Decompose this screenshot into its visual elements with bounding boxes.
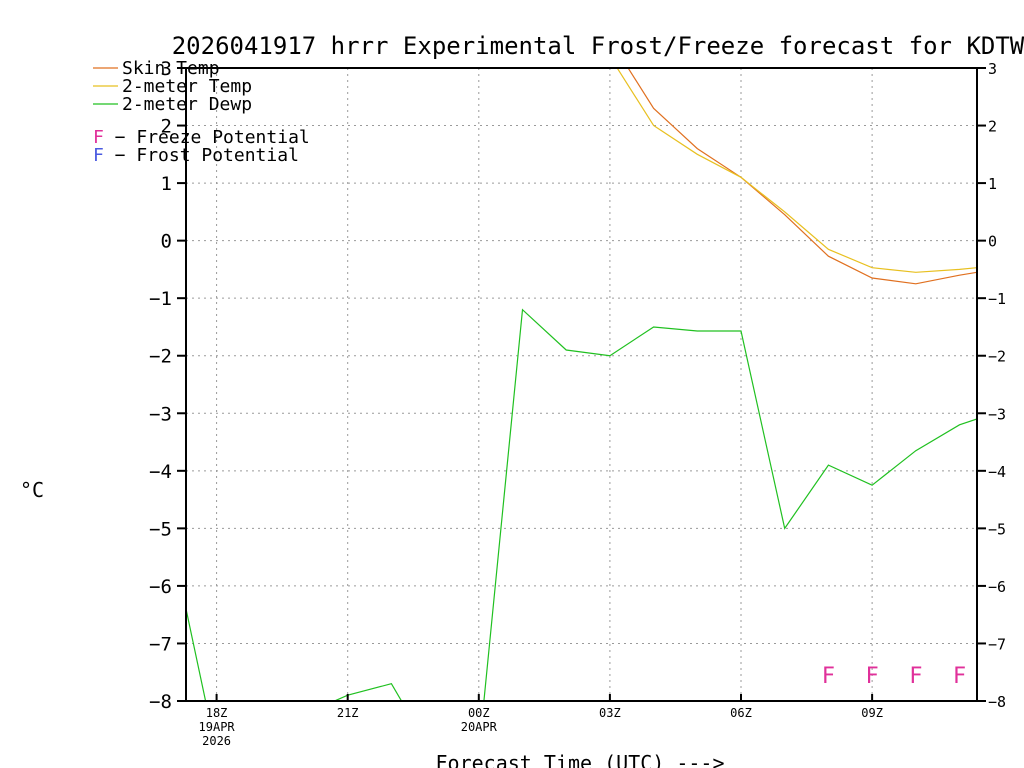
legend-label: 2-meter Dewp	[122, 94, 252, 115]
chart-title: 2026041917 hrrr Experimental Frost/Freez…	[172, 32, 1024, 60]
y-tick-label-right: 3	[988, 60, 997, 78]
legend-label: Skin Temp	[122, 58, 220, 79]
plot-frame	[185, 67, 978, 702]
y-tick-label-right: 2	[988, 118, 997, 136]
y-tick-label-left: 1	[161, 173, 172, 195]
y-tick-label-left: 3	[161, 58, 172, 80]
y-tick-label-left: −1	[149, 288, 172, 310]
y-tick-label-left: 0	[161, 231, 172, 253]
y-tick-label-right: −5	[988, 520, 1006, 538]
potential-legend-letter: F	[93, 145, 104, 166]
freeze-mark: F	[822, 664, 835, 689]
x-axis-label: Forecast Time (UTC) --->	[436, 751, 725, 768]
x-tick-label: 09Z	[861, 706, 883, 720]
potential-legend-letter: F	[93, 127, 104, 148]
data-series	[186, 68, 977, 701]
x-tick-label: 06Z	[730, 706, 752, 720]
y-tick-label-right: −2	[988, 348, 1006, 366]
y-tick-label-right: 1	[988, 175, 997, 193]
y-tick-label-left: −4	[149, 461, 172, 483]
freeze-mark: F	[865, 664, 878, 689]
potential-legend-entry: F − Frost Potential	[93, 145, 299, 166]
y-tick-label-left: 2	[161, 116, 172, 138]
series-line-skin-temp	[627, 68, 977, 285]
x-tick-sublabel: 20APR	[461, 720, 498, 734]
freeze-mark: F	[909, 664, 922, 689]
potential-legend-entry: F − Freeze Potential	[93, 127, 310, 148]
y-tick-label-left: −2	[149, 346, 172, 368]
y-tick-label-left: −3	[149, 403, 172, 425]
y-tick-label-left: −8	[149, 691, 172, 713]
y-tick-label-left: −5	[149, 518, 172, 540]
y-tick-label-right: −3	[988, 405, 1006, 423]
y-tick-label-right: 0	[988, 233, 997, 251]
y-axis-label: °C	[20, 478, 44, 502]
legend-label: 2-meter Temp	[122, 76, 252, 97]
x-tick-label: 00Z	[468, 706, 490, 720]
y-tick-label-left: −7	[149, 633, 172, 655]
x-tick-sublabel: 19APR	[199, 720, 236, 734]
x-tick-label: 21Z	[337, 706, 359, 720]
series-line-2-meter-dewp	[186, 308, 977, 701]
y-tick-label-left: −6	[149, 576, 172, 598]
y-tick-label-right: −7	[988, 635, 1006, 653]
y-tick-label-right: −8	[988, 693, 1006, 711]
y-tick-label-right: −4	[988, 463, 1006, 481]
potential-legend-text: − Frost Potential	[104, 145, 299, 166]
y-tick-label-right: −6	[988, 578, 1006, 596]
x-tick-sublabel: 2026	[202, 734, 231, 748]
y-tick-label-right: −1	[988, 290, 1006, 308]
freeze-mark: F	[953, 664, 966, 689]
x-tick-label: 18Z	[206, 706, 228, 720]
y-axis-ticks: 3 3 2 2 1 1 0 0 −1 −1 −2 −2 −3 −3 −4 −4 −5 −5 −6 −6 −7 −7 −8 −8	[149, 58, 1006, 713]
grid-lines	[186, 68, 977, 701]
potential-legend-text: − Freeze Potential	[104, 127, 310, 148]
series-line-2-meter-temp	[616, 68, 977, 273]
x-tick-label: 03Z	[599, 706, 621, 720]
